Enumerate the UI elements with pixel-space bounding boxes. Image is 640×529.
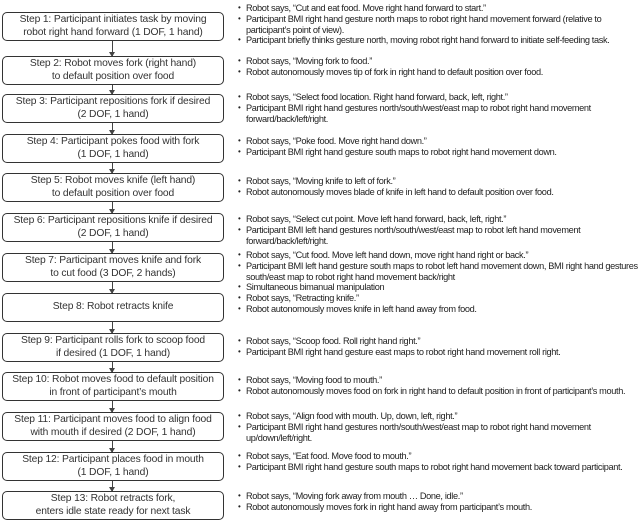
note-bullet: Robot autonomously moves tip of fork in … <box>238 67 638 78</box>
step-10-box: Step 10: Robot moves food to default pos… <box>2 372 224 401</box>
step-13-notes: Robot says, “Moving fork away from mouth… <box>238 491 638 513</box>
note-bullet: Robot says, “Cut food. Move left hand do… <box>238 250 638 261</box>
flow-arrow <box>108 242 116 254</box>
step-6-notes: Robot says, “Select cut point. Move left… <box>238 214 638 246</box>
step-13-box: Step 13: Robot retracts fork, enters idl… <box>2 491 224 520</box>
flow-arrow <box>108 123 116 135</box>
note-bullet: Participant BMI right hand gestures nort… <box>238 103 638 125</box>
note-bullet: Robot says, “Cut and eat food. Move righ… <box>238 3 638 14</box>
step-11-notes: Robot says, “Align food with mouth. Up, … <box>238 411 638 443</box>
step-11-box: Step 11: Participant moves food to align… <box>2 412 224 441</box>
flow-arrow <box>108 282 116 294</box>
flow-arrow <box>108 441 116 453</box>
note-bullet: Robot says, “Eat food. Move food to mout… <box>238 451 638 462</box>
note-bullet: Participant BMI right hand gesture south… <box>238 147 638 158</box>
flow-arrow <box>108 85 116 95</box>
note-bullet: Participant BMI left hand gestures north… <box>238 225 638 247</box>
step-4-box: Step 4: Participant pokes food with fork… <box>2 134 224 163</box>
step-8-notes: Robot says, “Retracting knife.”Robot aut… <box>238 293 638 315</box>
flow-arrow <box>108 202 116 214</box>
note-bullet: Robot says, “Moving knife to left of for… <box>238 176 638 187</box>
step-6-box: Step 6: Participant repositions knife if… <box>2 213 224 242</box>
step-3-notes: Robot says, “Select food location. Right… <box>238 92 638 124</box>
note-bullet: Robot says, “Moving food to mouth.” <box>238 375 638 386</box>
note-bullet: Robot says, “Moving fork to food.” <box>238 56 638 67</box>
step-10-notes: Robot says, “Moving food to mouth.”Robot… <box>238 375 638 397</box>
step-1-notes: Robot says, “Cut and eat food. Move righ… <box>238 3 638 46</box>
step-4-notes: Robot says, “Poke food. Move right hand … <box>238 136 638 158</box>
note-bullet: Participant BMI left hand gesture south … <box>238 261 638 283</box>
note-bullet: Simultaneous bimanual manipulation <box>238 282 638 293</box>
note-bullet: Robot autonomously moves blade of knife … <box>238 187 638 198</box>
step-5-box: Step 5: Robot moves knife (left hand) to… <box>2 173 224 202</box>
note-bullet: Participant briefly thinks gesture north… <box>238 35 638 46</box>
flow-arrow <box>108 362 116 373</box>
flow-arrow <box>108 322 116 334</box>
step-7-box: Step 7: Participant moves knife and fork… <box>2 253 224 282</box>
flow-arrow <box>108 41 116 57</box>
step-12-box: Step 12: Participant places food in mout… <box>2 452 224 481</box>
note-bullet: Participant BMI right hand gesture east … <box>238 347 638 358</box>
flow-arrow <box>108 481 116 492</box>
flow-arrow <box>108 163 116 174</box>
note-bullet: Robot autonomously moves food on fork in… <box>238 386 638 397</box>
step-5-notes: Robot says, “Moving knife to left of for… <box>238 176 638 198</box>
note-bullet: Participant BMI right hand gestures nort… <box>238 422 638 444</box>
note-bullet: Robot says, “Align food with mouth. Up, … <box>238 411 638 422</box>
step-12-notes: Robot says, “Eat food. Move food to mout… <box>238 451 638 473</box>
note-bullet: Robot says, “Select cut point. Move left… <box>238 214 638 225</box>
note-bullet: Robot says, “Select food location. Right… <box>238 92 638 103</box>
note-bullet: Robot says, “Moving fork away from mouth… <box>238 491 638 502</box>
note-bullet: Robot autonomously moves fork in right h… <box>238 502 638 513</box>
note-bullet: Participant BMI right hand gesture south… <box>238 462 638 473</box>
note-bullet: Robot autonomously moves knife in left h… <box>238 304 638 315</box>
note-bullet: Robot says, “Poke food. Move right hand … <box>238 136 638 147</box>
step-9-notes: Robot says, “Scoop food. Roll right hand… <box>238 336 638 358</box>
flow-arrow <box>108 401 116 413</box>
note-bullet: Robot says, “Retracting knife.” <box>238 293 638 304</box>
step-3-box: Step 3: Participant repositions fork if … <box>2 94 224 123</box>
note-bullet: Participant BMI right hand gesture north… <box>238 14 638 36</box>
step-8-box: Step 8: Robot retracts knife <box>2 293 224 322</box>
step-1-box: Step 1: Participant initiates task by mo… <box>2 12 224 41</box>
step-2-box: Step 2: Robot moves fork (right hand) to… <box>2 56 224 85</box>
step-7-notes: Robot says, “Cut food. Move left hand do… <box>238 250 638 293</box>
step-2-notes: Robot says, “Moving fork to food.”Robot … <box>238 56 638 78</box>
note-bullet: Robot says, “Scoop food. Roll right hand… <box>238 336 638 347</box>
step-9-box: Step 9: Participant rolls fork to scoop … <box>2 333 224 362</box>
